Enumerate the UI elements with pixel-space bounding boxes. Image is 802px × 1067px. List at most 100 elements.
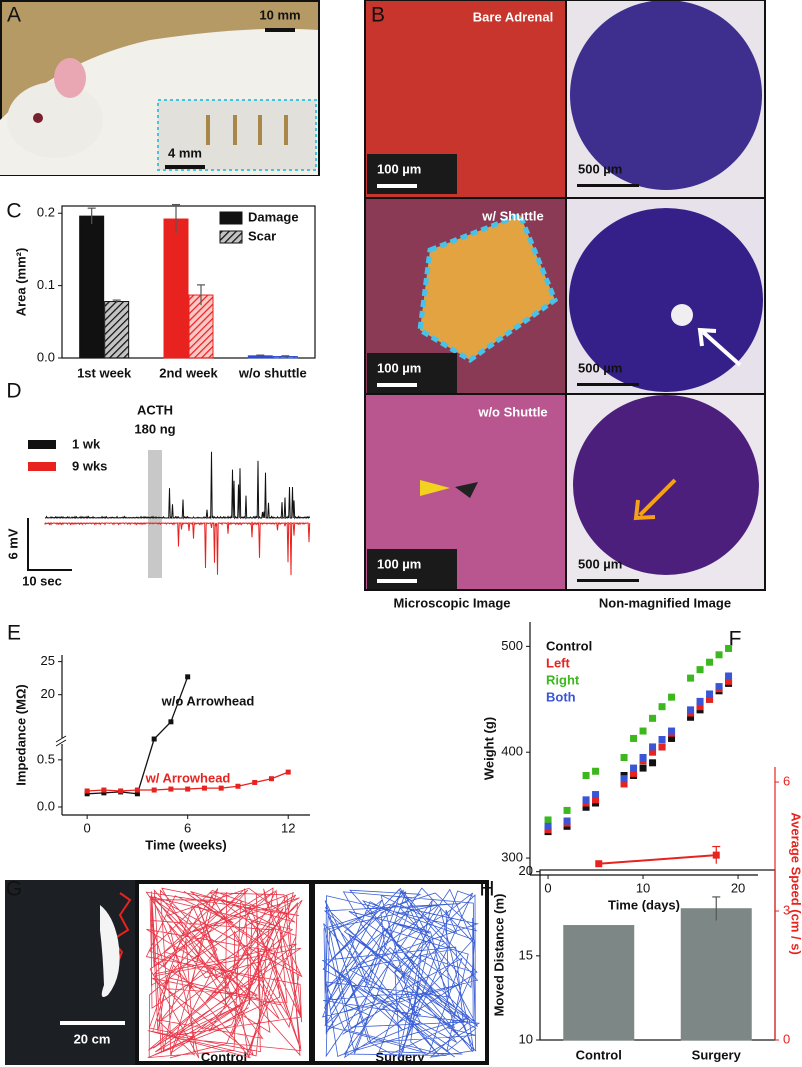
point (563, 817, 571, 825)
y-axis-label: Weight (g) (481, 717, 496, 780)
scale-bar (577, 383, 639, 386)
scale-bar (577, 579, 639, 582)
panel-letter: E (7, 622, 21, 645)
scale-label: 20 cm (74, 1031, 111, 1046)
axis-break-gap (56, 738, 68, 744)
stimulus-window (148, 450, 162, 578)
point (706, 695, 714, 703)
tissue (573, 395, 759, 575)
y-tick-label: 15 (519, 947, 533, 962)
y-tick-label: 0.1 (37, 277, 55, 292)
legend-label: 1 wk (72, 436, 101, 451)
point (668, 693, 676, 701)
dose-label: 180 ng (134, 421, 175, 436)
point (639, 727, 647, 735)
trace (45, 451, 311, 520)
point (725, 677, 733, 685)
point (168, 786, 174, 792)
x-tick-label: Control (576, 1047, 622, 1062)
y-tick-label: 0.5 (37, 751, 55, 766)
point (725, 644, 733, 652)
point (687, 706, 695, 714)
y-axis-label: Area (mm²) (13, 248, 28, 317)
grid-borders (364, 0, 766, 591)
legend-label: Control (546, 638, 592, 653)
point (218, 785, 224, 791)
y-tick-label: 25 (41, 653, 55, 668)
y-tick-label: 10 (519, 1031, 533, 1046)
y-tick-label: 0.0 (37, 349, 55, 364)
panel-letter: F (729, 628, 742, 651)
stimulus-label: ACTH (137, 402, 173, 417)
lesion (671, 304, 693, 326)
arrow (701, 330, 742, 367)
x-axis-label: Time (days) (608, 897, 680, 912)
legend-swatch (219, 230, 243, 244)
bar (188, 294, 214, 359)
point (101, 787, 107, 793)
line (598, 854, 717, 865)
point (687, 674, 695, 682)
panel-letter: H (479, 878, 494, 901)
x-tick-label: 12 (281, 820, 295, 835)
scale-label: 500 µm (578, 360, 622, 375)
x-tick-label: 0 (544, 880, 551, 895)
shuttles (206, 115, 288, 145)
scale-label: 100 µm (377, 161, 421, 176)
scale-label: 500 µm (578, 556, 622, 571)
point (134, 787, 140, 793)
legend-label: Left (546, 655, 571, 670)
point (592, 767, 600, 775)
point (151, 787, 157, 793)
legend-label: Damage (248, 209, 299, 224)
axis-break (55, 739, 67, 747)
shuttle-section (417, 211, 559, 363)
bar (104, 301, 130, 359)
scale-bar (377, 184, 417, 188)
scale-bar (377, 383, 417, 387)
point (168, 719, 174, 725)
arrow (638, 478, 677, 517)
scale-label: 500 µm (578, 161, 622, 176)
scale-bar (165, 165, 205, 169)
point (84, 791, 90, 797)
row-label: Bare Adrenal (473, 9, 553, 24)
y2-tick-label: 3 (783, 902, 790, 917)
point (201, 785, 207, 791)
point (151, 736, 157, 742)
legend-label: Right (546, 672, 580, 687)
tissue (569, 208, 763, 392)
point (582, 803, 590, 811)
series-label: w/o Arrowhead (161, 693, 255, 708)
point (687, 713, 695, 721)
column-label: Non-magnified Image (599, 595, 731, 610)
x-tick-label: w/o shuttle (238, 365, 307, 380)
y2-axis-label: Average Speed (cm / s) (789, 812, 802, 955)
point (620, 775, 628, 783)
legend-swatch (28, 440, 56, 449)
point (725, 672, 733, 680)
legend-swatch (28, 462, 56, 471)
photo-grid-b (364, 0, 766, 591)
photo-a: 10 mm 4 mm (0, 0, 320, 176)
point (134, 791, 140, 797)
trace (44, 521, 311, 576)
x-tick-label: 20 (731, 880, 745, 895)
point (658, 736, 666, 744)
series-label: w/ Arrowhead (145, 770, 231, 785)
row-label: w/o Shuttle (477, 404, 547, 419)
point (712, 851, 720, 859)
scale-bar (577, 184, 639, 187)
point (639, 753, 647, 761)
track (455, 482, 478, 498)
panel-letter: G (6, 878, 22, 901)
legend-label: Both (546, 689, 576, 704)
point (630, 764, 638, 772)
y-tick-label: 500 (501, 638, 523, 653)
point (696, 666, 704, 674)
point (101, 790, 107, 796)
point (620, 780, 628, 788)
bar (79, 215, 105, 359)
axis-break (55, 735, 67, 743)
